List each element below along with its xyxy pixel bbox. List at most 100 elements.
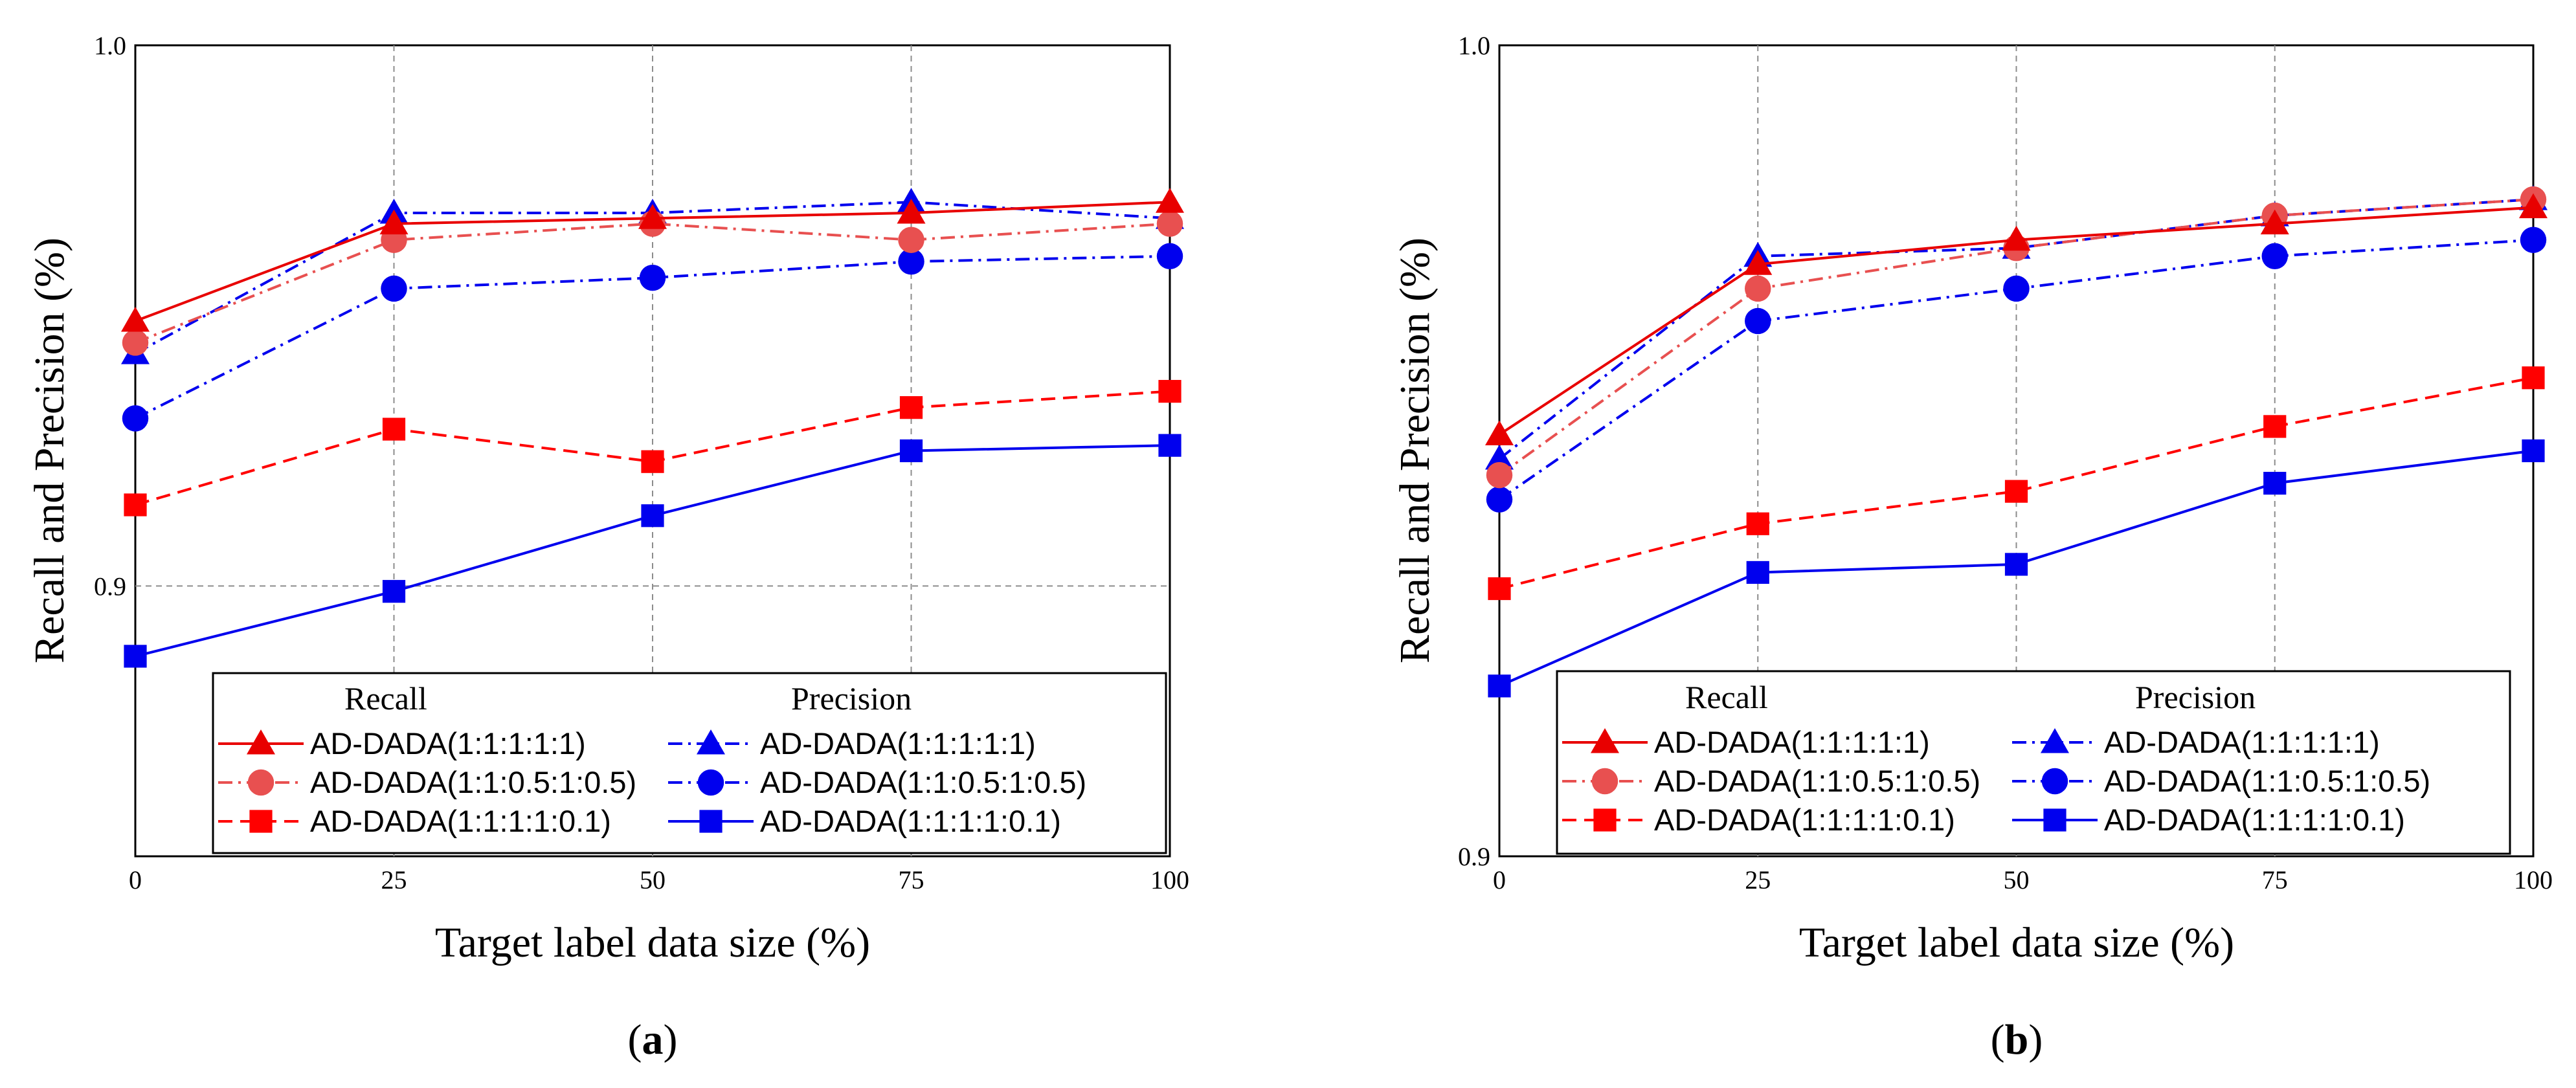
- legend-marker: [1591, 768, 1618, 795]
- data-point: [382, 580, 406, 603]
- data-point: [382, 417, 406, 441]
- x-tick-label: 0: [129, 865, 142, 894]
- y-tick-label: 1.0: [1458, 31, 1490, 60]
- legend-marker: [699, 810, 722, 833]
- data-point: [898, 248, 924, 275]
- data-point: [121, 307, 150, 332]
- series-recall-1: [121, 188, 1184, 332]
- data-point: [124, 645, 147, 668]
- series-precision-3: [1488, 439, 2545, 698]
- data-point: [2004, 480, 2028, 503]
- legend-entry: AD-DADA(1:1:1:1:1): [668, 726, 1036, 760]
- legend-label: AD-DADA(1:1:1:1:1): [2104, 725, 2380, 759]
- legend-entry: AD-DADA(1:1:1:1:0.1): [218, 804, 611, 838]
- legend-header-precision: Precision: [2135, 679, 2256, 715]
- y-tick-label: 1.0: [94, 31, 126, 60]
- data-point: [1486, 486, 1513, 513]
- legend-marker: [247, 769, 274, 796]
- legend: Recall Precision AD-DADA(1:1:1:1:1)AD-DA…: [212, 672, 1167, 854]
- legend-items: AD-DADA(1:1:1:1:1) AD-DADA(1:1:0.5:1:0.5)…: [218, 726, 1086, 838]
- data-point: [1158, 434, 1182, 457]
- legend-marker: [697, 729, 725, 755]
- data-point: [897, 198, 926, 224]
- chart-panel-a: 0 25 50 75 100 0.9 1.0 Target label data size…: [26, 31, 1189, 1063]
- legend-entry: AD-DADA(1:1:0.5:1:0.5): [2012, 764, 2430, 798]
- legend-label: AD-DADA(1:1:1:1:1): [310, 726, 586, 760]
- data-point: [122, 329, 149, 356]
- data-series: [1485, 185, 2548, 698]
- series-recall-3: [1488, 366, 2545, 601]
- x-tick-label: 100: [1150, 865, 1189, 894]
- x-axis-label: Target label data size (%): [435, 919, 870, 966]
- data-point: [1485, 420, 1514, 445]
- data-point: [2520, 227, 2547, 253]
- x-tick-label: 50: [2004, 865, 2030, 894]
- legend-label: AD-DADA(1:1:0.5:1:0.5): [760, 765, 1086, 799]
- series-line: [1498, 198, 2534, 460]
- legend-entry: AD-DADA(1:1:1:1:1): [218, 726, 586, 760]
- legend-entry: AD-DADA(1:1:0.5:1:0.5): [218, 765, 636, 799]
- legend-label: AD-DADA(1:1:1:1:0.1): [310, 804, 611, 838]
- panel-label-b: (b): [1991, 1016, 2043, 1063]
- legend-marker: [2041, 728, 2069, 753]
- legend: Recall Precision AD-DADA(1:1:1:1:1)AD-DA…: [1556, 670, 2511, 855]
- legend-label: AD-DADA(1:1:0.5:1:0.5): [1654, 764, 1980, 798]
- data-point: [1746, 561, 1769, 584]
- series-line: [1499, 376, 2534, 590]
- x-tick-label: 75: [2262, 865, 2288, 894]
- data-point: [2519, 193, 2548, 219]
- legend-marker: [247, 729, 275, 755]
- data-point: [1158, 380, 1182, 403]
- y-tick-labels: 0.9 1.0: [1458, 31, 1490, 871]
- legend-label: AD-DADA(1:1:1:1:0.1): [760, 804, 1061, 838]
- data-point: [379, 209, 409, 235]
- data-point: [2260, 209, 2289, 235]
- series-precision-3: [124, 434, 1182, 668]
- y-axis-label: Recall and Precision (%): [1391, 238, 1439, 663]
- legend-marker: [249, 810, 273, 833]
- y-axis-label: Recall and Precision (%): [26, 238, 73, 663]
- x-tick-label: 25: [381, 865, 407, 894]
- series-line: [135, 444, 1170, 658]
- legend-label: AD-DADA(1:1:0.5:1:0.5): [2104, 764, 2430, 798]
- data-point: [2263, 472, 2287, 495]
- x-tick-labels: 0 25 50 75 100: [129, 865, 1189, 894]
- data-point: [2522, 439, 2545, 463]
- legend-items: AD-DADA(1:1:1:1:1) AD-DADA(1:1:0.5:1:0.5)…: [1562, 725, 2430, 837]
- data-point: [1486, 461, 1513, 489]
- legend-entry: AD-DADA(1:1:1:1:0.1): [668, 804, 1061, 838]
- series-precision-2: [122, 243, 1183, 432]
- legend-label: AD-DADA(1:1:1:1:1): [1654, 725, 1930, 759]
- x-tick-label: 100: [2514, 865, 2553, 894]
- data-point: [1488, 674, 1511, 698]
- panel-label-a: (a): [628, 1016, 678, 1063]
- data-series: [121, 188, 1184, 668]
- legend-marker: [697, 769, 724, 796]
- legend-header-precision: Precision: [791, 680, 912, 716]
- data-point: [1488, 577, 1511, 601]
- legend-entry: AD-DADA(1:1:1:1:0.1): [2012, 803, 2405, 837]
- legend-entry: AD-DADA(1:1:0.5:1:0.5): [668, 765, 1086, 799]
- legend-label: AD-DADA(1:1:1:1:1): [760, 726, 1036, 760]
- x-tick-label: 50: [640, 865, 666, 894]
- data-point: [2522, 366, 2545, 390]
- legend-entry: AD-DADA(1:1:1:1:0.1): [1562, 803, 1955, 837]
- legend-label: AD-DADA(1:1:1:1:0.1): [2104, 803, 2405, 837]
- legend-header-recall: Recall: [344, 680, 427, 716]
- series-recall-1: [1485, 193, 2548, 445]
- y-tick-label: 0.9: [94, 572, 126, 601]
- data-point: [639, 264, 666, 291]
- data-point: [2263, 415, 2287, 438]
- data-point: [898, 227, 924, 253]
- y-tick-labels: 0.9 1.0: [94, 31, 126, 601]
- legend-box: [212, 672, 1167, 854]
- series-precision-2: [1486, 227, 2547, 513]
- legend-entry: AD-DADA(1:1:0.5:1:0.5): [1562, 764, 1980, 798]
- data-point: [899, 396, 923, 419]
- data-point: [638, 204, 667, 229]
- x-tick-label: 0: [1493, 865, 1506, 894]
- data-point: [1156, 243, 1183, 270]
- legend-entry: AD-DADA(1:1:1:1:1): [1562, 725, 1930, 759]
- data-point: [1745, 275, 1771, 302]
